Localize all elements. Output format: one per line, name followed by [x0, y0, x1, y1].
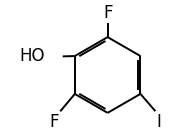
Text: HO: HO: [19, 47, 45, 65]
Text: F: F: [103, 4, 112, 22]
Text: F: F: [49, 113, 59, 131]
Text: I: I: [157, 113, 162, 131]
